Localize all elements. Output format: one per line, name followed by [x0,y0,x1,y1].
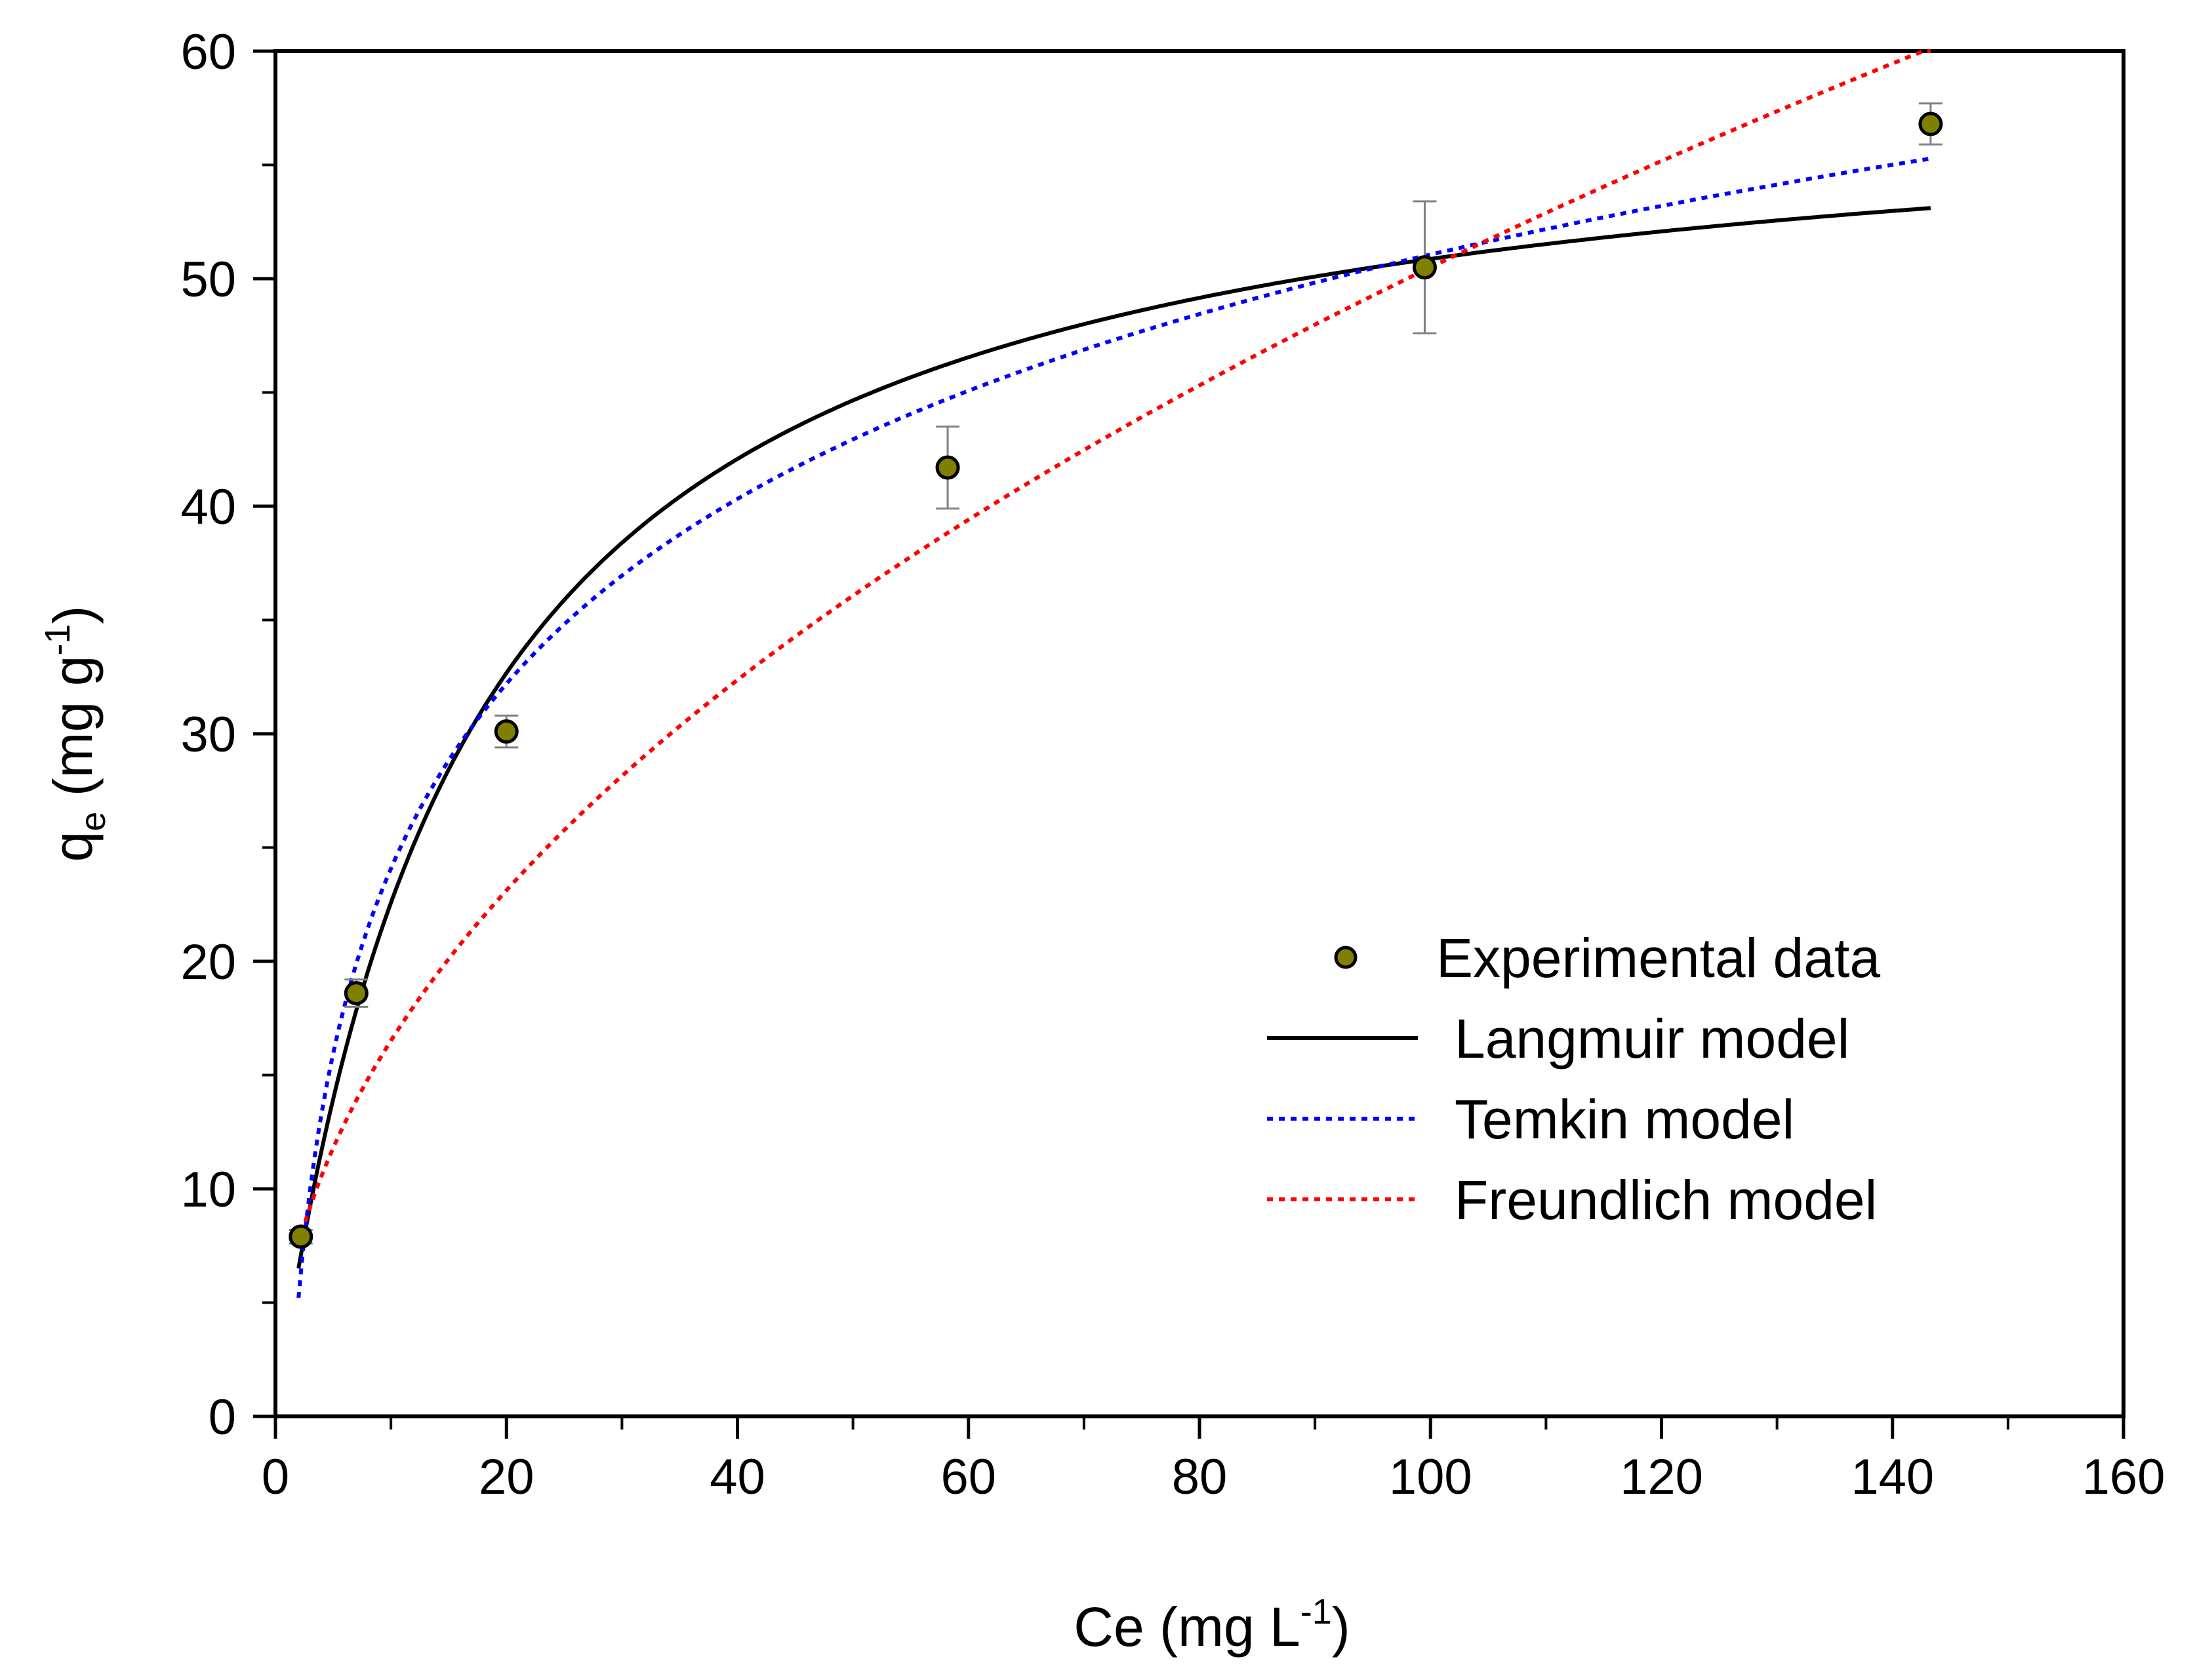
freundlich-curve [296,49,1931,1245]
legend: Experimental data Langmuir model Temkin … [1267,927,1880,1231]
x-tick-label: 100 [1389,1449,1472,1505]
y-tick-label: 50 [180,252,236,308]
x-tick-label: 120 [1620,1449,1703,1505]
x-axis-title-main: Ce (mg L [1074,1596,1300,1658]
axis-ticks [253,49,2125,1439]
x-tick-label: 40 [710,1449,765,1505]
data-point [344,978,369,1008]
x-tick-label: 80 [1172,1449,1228,1505]
legend-label-freundlich: Freundlich model [1455,1169,1877,1231]
legend-label-langmuir: Langmuir model [1455,1008,1849,1070]
y-axis-title: qe (mg g-1) [38,606,113,862]
x-axis-title-sup: -1 [1300,1592,1332,1631]
legend-entry-experimental: Experimental data [1334,927,1880,989]
data-point-marker [494,719,519,744]
data-point-marker [1918,111,1943,136]
x-tick-label: 0 [262,1449,289,1505]
x-tick-label: 140 [1851,1449,1934,1505]
legend-marker-experimental [1334,946,1358,969]
y-tick-label: 20 [180,934,236,990]
x-tick-label: 60 [940,1449,996,1505]
temkin-curve [296,156,1931,1298]
legend-label-experimental: Experimental data [1436,927,1880,989]
data-point [935,426,960,510]
data-point [1412,200,1437,334]
x-axis-title-close: ) [1332,1596,1350,1658]
data-point [1918,102,1943,146]
experimental-points [289,102,1943,1249]
data-point [289,1224,313,1249]
legend-label-temkin: Temkin model [1455,1089,1794,1150]
y-tick-label: 0 [209,1390,236,1445]
x-tick-label: 20 [479,1449,534,1505]
legend-entry-temkin: Temkin model [1267,1089,1794,1150]
y-axis-title-unit: (mg g [42,656,104,812]
legend-entry-langmuir: Langmuir model [1267,1008,1849,1070]
model-curves [296,49,1931,1298]
y-axis-title-close: ) [42,606,104,624]
data-point [494,714,519,749]
data-point-marker [344,981,369,1006]
data-point-marker [935,455,960,480]
y-tick-label: 10 [180,1162,236,1218]
data-point-marker [1412,255,1437,280]
x-axis-title: Ce (mg L-1) [1074,1592,1350,1658]
x-tick-label: 160 [2082,1449,2165,1505]
y-axis-title-sup: -1 [38,624,77,656]
y-axis-title-sub: e [73,812,113,831]
axis-tick-labels: 0 20 40 60 80 100 120 140 160 0 10 20 30 40 50 60 [180,24,2165,1505]
langmuir-curve [296,206,1931,1269]
y-axis-title-main: q [42,831,104,862]
legend-entry-freundlich: Freundlich model [1267,1169,1877,1231]
y-tick-label: 40 [180,479,236,535]
data-point-marker [289,1224,313,1249]
y-tick-label: 60 [180,24,236,80]
y-tick-label: 30 [180,707,236,763]
